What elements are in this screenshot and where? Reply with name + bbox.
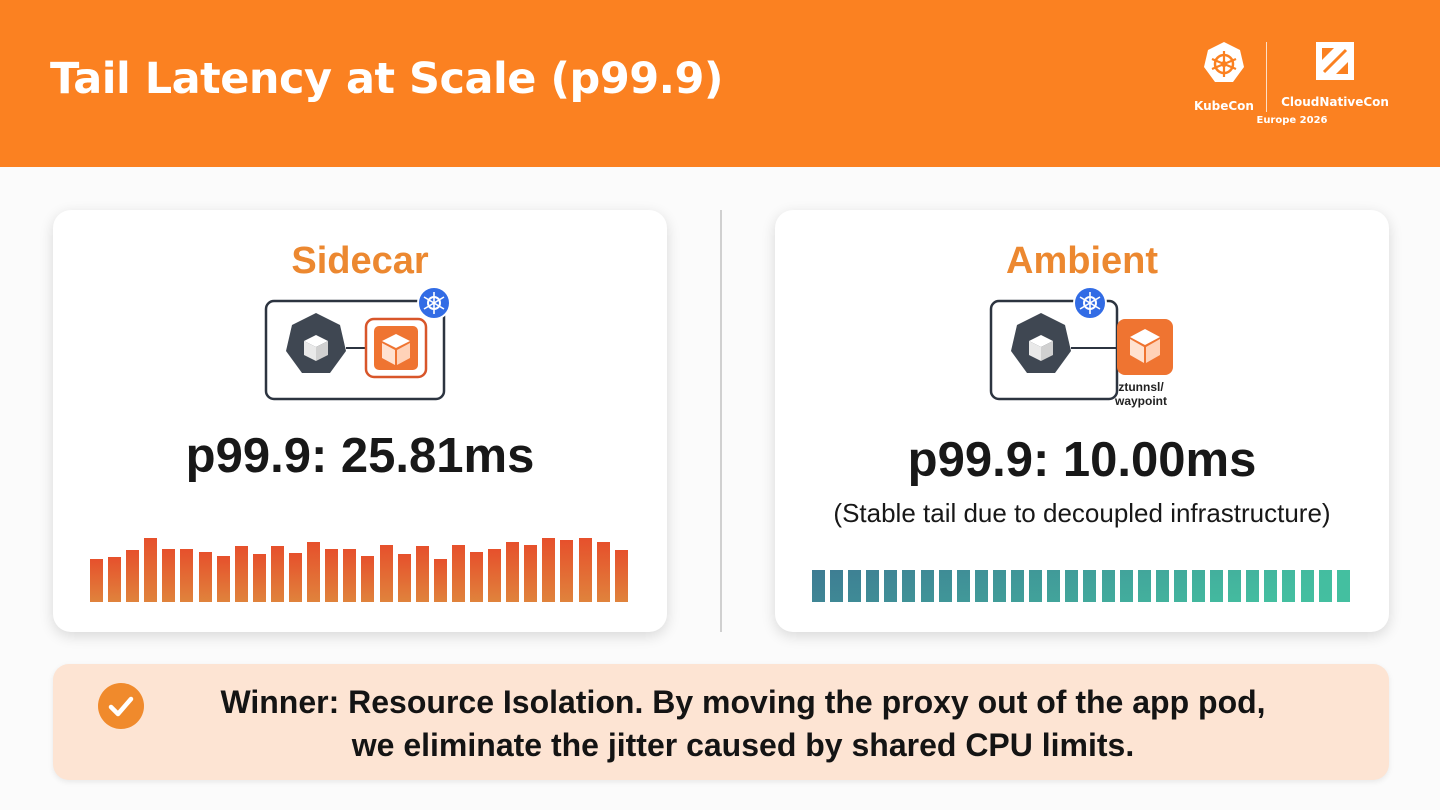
- sidecar-latency-bar: [343, 549, 357, 602]
- ambient-latency-bar: [1065, 570, 1079, 602]
- sidecar-latency-bar: [506, 542, 520, 602]
- sidecar-latency-bar: [578, 538, 592, 602]
- ambient-latency-bar: [1282, 570, 1296, 602]
- sidecar-latency-bar: [234, 546, 248, 602]
- ambient-latency-bar: [1336, 570, 1350, 602]
- callout-line-2: we eliminate the jitter caused by shared…: [351, 727, 1135, 763]
- ambient-latency-bar: [884, 570, 898, 602]
- ambient-latency-bar: [1137, 570, 1151, 602]
- sidecar-latency-bar: [614, 550, 628, 602]
- ztunnel-label-line2: waypoint: [1114, 394, 1167, 408]
- sidecar-latency-bar: [415, 546, 429, 602]
- slide-title: Tail Latency at Scale (p99.9): [50, 54, 724, 104]
- ambient-latency-bar: [1300, 570, 1314, 602]
- sidecar-latency-bar: [216, 556, 230, 602]
- kubecon-logo: KubeCon: [1193, 40, 1255, 113]
- kubernetes-icon: [417, 286, 451, 320]
- ambient-latency-bar: [1083, 570, 1097, 602]
- cloudnativecon-logo-icon: [1316, 42, 1354, 80]
- sidecar-latency-bar: [542, 538, 556, 602]
- proxy-cube-icon: [1117, 319, 1173, 375]
- ambient-latency-bar: [902, 570, 916, 602]
- ambient-latency-bar: [848, 570, 862, 602]
- sidecar-card: Sidecar p99.9: 25.81ms: [53, 210, 667, 632]
- card-divider: [720, 210, 722, 632]
- ambient-latency-bar: [1119, 570, 1133, 602]
- ambient-metric: p99.9: 10.00ms: [907, 433, 1257, 487]
- sidecar-latency-bar: [433, 559, 447, 602]
- pod-cube-icon: [1011, 313, 1071, 373]
- slide-header: Tail Latency at Scale (p99.9) KubeCon Cl…: [0, 0, 1440, 167]
- cloudnativecon-logo-label: CloudNativeCon: [1281, 95, 1389, 109]
- ambient-note: (Stable tail due to decoupled infrastruc…: [833, 498, 1331, 528]
- sidecar-latency-bar: [524, 545, 538, 602]
- event-label: Europe 2026: [1256, 115, 1328, 126]
- ambient-latency-bar: [1228, 570, 1242, 602]
- ambient-latency-bar: [830, 570, 844, 602]
- sidecar-latency-bar: [162, 549, 176, 602]
- ambient-title: Ambient: [1006, 240, 1158, 282]
- proxy-cube-icon: [364, 317, 428, 379]
- sidecar-latency-bar: [198, 552, 212, 602]
- ambient-latency-bar: [938, 570, 952, 602]
- logo-divider: [1266, 42, 1267, 112]
- ambient-latency-bar: [1246, 570, 1260, 602]
- ambient-latency-bars: [812, 532, 1350, 602]
- ambient-latency-bar: [812, 570, 825, 602]
- kubecon-logo-label: KubeCon: [1194, 99, 1254, 113]
- ambient-latency-bar: [1011, 570, 1025, 602]
- sidecar-metric: p99.9: 25.81ms: [185, 429, 535, 483]
- ambient-latency-bar: [992, 570, 1006, 602]
- sidecar-latency-bar: [451, 545, 465, 602]
- ambient-latency-bar: [1318, 570, 1332, 602]
- sidecar-diagram: [264, 286, 451, 401]
- sidecar-latency-bar: [469, 552, 483, 602]
- sidecar-latency-bar: [361, 556, 375, 602]
- ambient-latency-bar: [1029, 570, 1043, 602]
- sidecar-title: Sidecar: [291, 240, 429, 282]
- ztunnel-label-line1: ztunnsl/: [1118, 380, 1164, 394]
- ambient-latency-bar: [1101, 570, 1115, 602]
- sidecar-latency-bar: [560, 540, 574, 602]
- sidecar-latency-bar: [325, 549, 339, 602]
- sidecar-latency-bar: [144, 538, 158, 602]
- sidecar-latency-bar: [397, 554, 411, 602]
- winner-callout: Winner: Resource Isolation. By moving th…: [53, 664, 1389, 780]
- ambient-latency-bar: [1173, 570, 1187, 602]
- sidecar-latency-bar: [180, 549, 194, 602]
- ambient-latency-bar: [1047, 570, 1061, 602]
- sidecar-latency-bar: [307, 542, 321, 602]
- ambient-latency-bar: [956, 570, 970, 602]
- sidecar-latency-bar: [108, 557, 122, 602]
- ambient-latency-bar: [1155, 570, 1169, 602]
- ambient-latency-bar: [866, 570, 880, 602]
- ambient-latency-bar: [920, 570, 934, 602]
- kubecon-logo-icon: [1204, 42, 1244, 82]
- sidecar-latency-bars: [90, 532, 628, 602]
- sidecar-latency-bar: [488, 549, 502, 602]
- cloudnativecon-logo: CloudNativeCon: [1276, 40, 1394, 109]
- ambient-diagram: [989, 286, 1173, 401]
- ambient-latency-bar: [974, 570, 988, 602]
- sidecar-latency-bar: [126, 550, 140, 602]
- kubernetes-icon: [1073, 286, 1107, 320]
- ambient-card: Ambient ztunnsl/ waypoint p99.9: 10: [775, 210, 1389, 632]
- sidecar-latency-bar: [289, 553, 303, 602]
- ambient-latency-bar: [1264, 570, 1278, 602]
- sidecar-latency-bar: [379, 545, 393, 602]
- sidecar-latency-bar: [252, 554, 266, 602]
- sidecar-latency-bar: [596, 542, 610, 602]
- sidecar-latency-bar: [90, 559, 103, 602]
- callout-line-1: Winner: Resource Isolation. By moving th…: [220, 684, 1266, 720]
- sidecar-latency-bar: [270, 546, 284, 602]
- checkmark-icon: [98, 683, 144, 729]
- ambient-latency-bar: [1210, 570, 1224, 602]
- ambient-latency-bar: [1191, 570, 1205, 602]
- pod-cube-icon: [286, 313, 346, 373]
